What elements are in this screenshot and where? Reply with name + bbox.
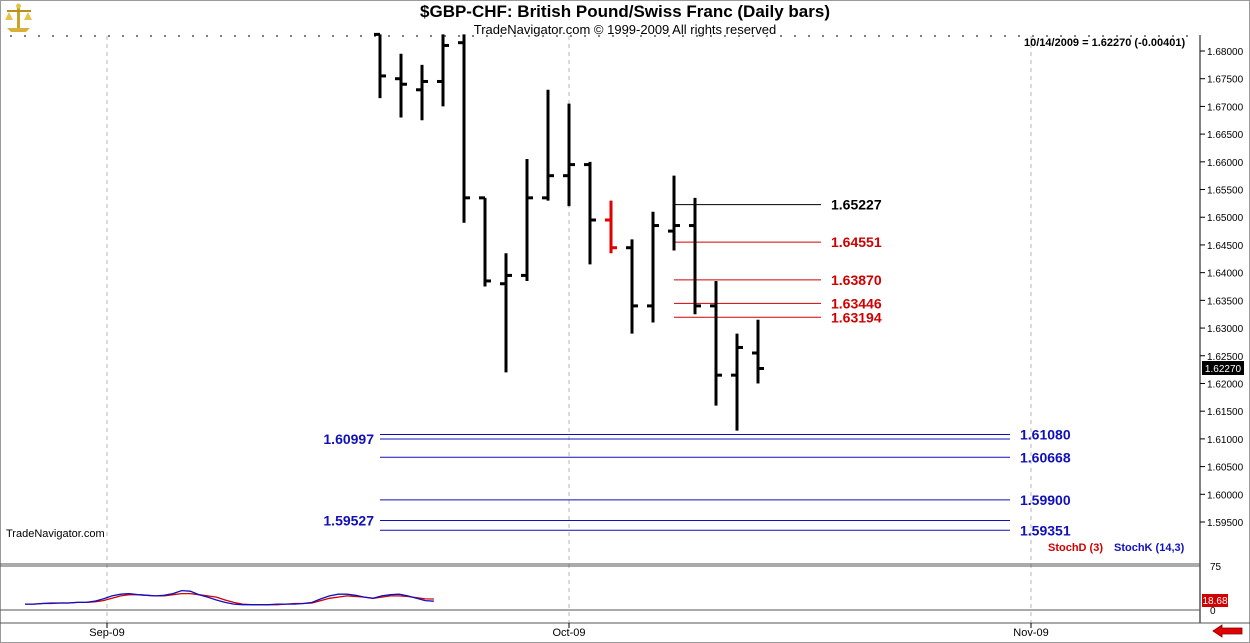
level-label: 1.63446	[831, 295, 882, 311]
legend-stochk: StochK (14,3)	[1114, 542, 1185, 554]
ohlc-bar	[374, 32, 386, 99]
level-label: 1.63870	[831, 272, 882, 288]
price-tick-label: 1.66500	[1207, 130, 1244, 141]
stochastic-last-value: 18.68	[1202, 596, 1227, 607]
level-label: 1.60997	[323, 431, 374, 447]
ohlc-bar	[500, 253, 512, 373]
level-label: 1.60668	[1020, 449, 1071, 465]
ohlc-bar	[458, 34, 470, 223]
ohlc-bar	[395, 53, 407, 118]
price-tick-label: 1.66000	[1207, 158, 1244, 169]
last-price-label: 1.62270	[1205, 364, 1242, 375]
date-axis-ticks: Sep-09 Oct-09 Nov-09	[89, 623, 1049, 639]
price-tick-label: 1.62000	[1207, 379, 1244, 390]
price-tick-label: 1.67000	[1207, 102, 1244, 113]
price-tick-label: 1.65000	[1207, 213, 1244, 224]
legend-stochd: StochD (3)	[1048, 542, 1103, 554]
ohlc-bar	[437, 34, 449, 107]
ohlc-bar	[605, 200, 617, 254]
gold-scales-logo-icon	[5, 3, 32, 32]
price-tick-label: 1.63000	[1207, 324, 1244, 335]
ohlc-bar	[731, 333, 743, 431]
price-tick-label: 1.61500	[1207, 407, 1244, 418]
level-label: 1.63194	[831, 309, 882, 325]
price-readout: 10/14/2009 = 1.62270 (-0.00401)	[1024, 37, 1186, 49]
price-tick-label: 1.68000	[1207, 47, 1244, 58]
price-tick-label: 1.67500	[1207, 75, 1244, 86]
stochastic-gridlines	[0, 565, 1200, 611]
ohlc-bar	[710, 280, 722, 406]
price-tick-label: 1.64000	[1207, 269, 1244, 280]
red-left-arrow-icon[interactable]	[1212, 624, 1244, 638]
level-label: 1.59351	[1020, 522, 1071, 538]
level-label: 1.61080	[1020, 426, 1071, 442]
date-tick-label: Sep-09	[89, 627, 124, 639]
stochastic-lines	[25, 589, 434, 606]
price-tick-label: 1.60000	[1207, 490, 1244, 501]
stoch-tick-label: 0	[1210, 606, 1216, 617]
price-tick-label: 1.64500	[1207, 241, 1244, 252]
level-label: 1.64551	[831, 234, 882, 250]
level-label: 1.59527	[323, 513, 374, 529]
stochastic-last-marker: 18.68	[1202, 594, 1228, 607]
chart-subtitle: TradeNavigator.com © 1999-2009 All right…	[473, 22, 777, 37]
ohlc-bar	[563, 103, 575, 207]
ohlc-bar	[689, 197, 701, 315]
stoch-tick-label: 75	[1210, 562, 1222, 573]
date-tick-label: Oct-09	[552, 627, 585, 639]
ohlc-bar	[647, 211, 659, 323]
ohlc-bar	[584, 161, 596, 265]
price-tick-label: 1.65500	[1207, 186, 1244, 197]
ohlc-bar	[626, 239, 638, 334]
ohlc-bar	[542, 89, 554, 201]
level-label: 1.65227	[831, 197, 882, 213]
price-tick-label: 1.60500	[1207, 463, 1244, 474]
price-tick-label: 1.62500	[1207, 352, 1244, 363]
last-price-marker: 1.62270	[1202, 361, 1244, 375]
price-tick-label: 1.59500	[1207, 518, 1244, 529]
ohlc-bar	[479, 196, 491, 287]
ohlc-bar	[668, 175, 680, 251]
chart-title: $GBP-CHF: British Pound/Swiss Franc (Dai…	[420, 2, 830, 21]
stochastic-axis-ticks: 75 0	[1210, 562, 1222, 617]
date-tick-label: Nov-09	[1013, 627, 1048, 639]
ohlc-bars	[374, 32, 764, 431]
price-tick-label: 1.63500	[1207, 296, 1244, 307]
price-axis-ticks: 1.68000 1.67500 1.67000 1.66500 1.66000 1.655…	[1200, 47, 1244, 529]
ohlc-bar	[752, 319, 764, 384]
stoch-series-line	[25, 589, 434, 606]
ohlc-bar	[416, 64, 428, 121]
price-tick-label: 1.61000	[1207, 435, 1244, 446]
brand-label: TradeNavigator.com	[6, 528, 105, 540]
level-label: 1.59900	[1020, 492, 1071, 508]
ohlc-bar	[521, 159, 533, 281]
